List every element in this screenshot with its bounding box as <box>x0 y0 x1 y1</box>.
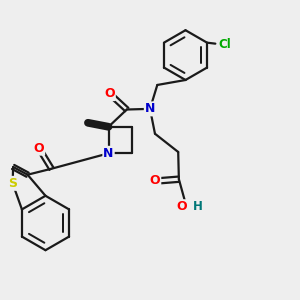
Text: N: N <box>145 102 155 116</box>
Text: O: O <box>150 174 160 188</box>
Text: H: H <box>193 200 202 213</box>
Text: O: O <box>177 200 188 213</box>
Text: O: O <box>104 87 115 100</box>
Text: Cl: Cl <box>219 38 231 51</box>
Text: S: S <box>8 177 17 190</box>
Text: N: N <box>103 147 114 160</box>
Text: O: O <box>34 142 44 155</box>
